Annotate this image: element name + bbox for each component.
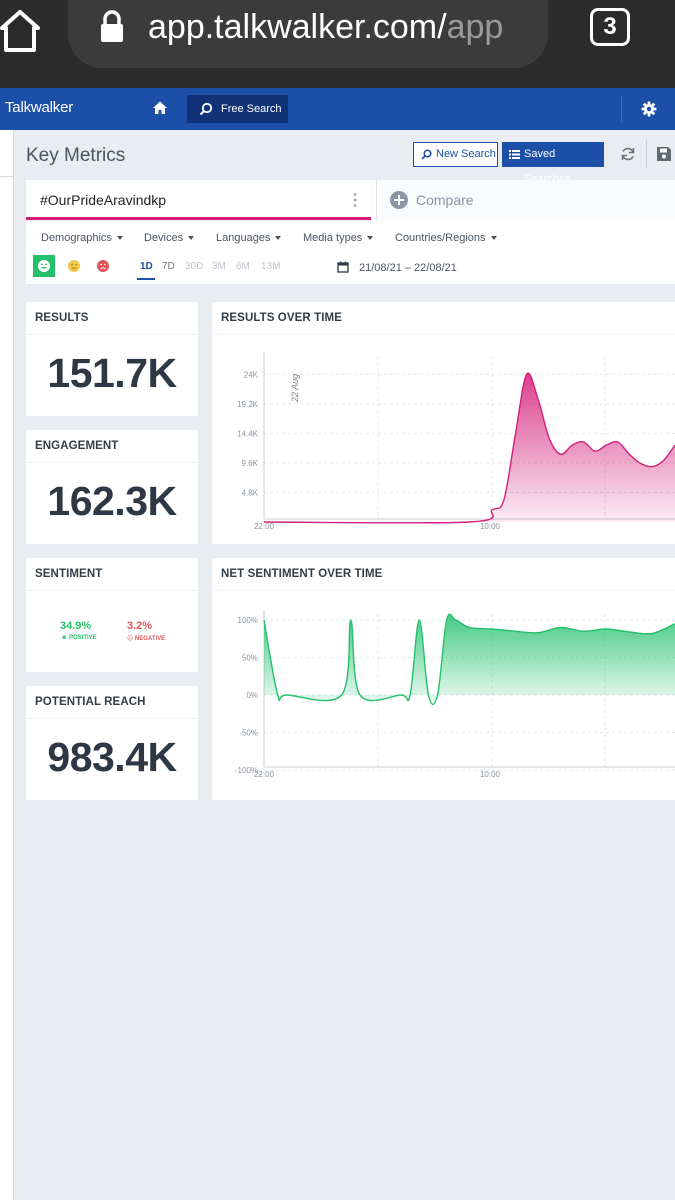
y-tick-label: 24K bbox=[244, 370, 259, 379]
y-tick-label: 0% bbox=[246, 691, 258, 700]
search-icon bbox=[199, 102, 213, 116]
results-over-time-card: RESULTS OVER TIME 4.8K 9.6K 14.4K 19.2K 24K 2… bbox=[212, 302, 675, 544]
left-nav-strip bbox=[0, 130, 14, 1200]
page-title: Key Metrics bbox=[26, 145, 126, 166]
net-sentiment-card: NET SENTIMENT OVER TIME 100% 50% 0% -50% -10… bbox=[212, 558, 675, 800]
x-tick-label: 22:00 bbox=[254, 770, 275, 779]
results-value: 151.7K bbox=[47, 350, 177, 396]
card-title: SENTIMENT bbox=[35, 568, 103, 580]
potential-reach-card: POTENTIAL REACH 983.4K bbox=[26, 686, 198, 800]
y-tick-label: 19.2K bbox=[237, 400, 259, 409]
tab-switcher-button[interactable]: 3 bbox=[590, 8, 630, 46]
toolbar-divider bbox=[646, 140, 647, 168]
y-tick-label: 50% bbox=[242, 654, 258, 663]
gear-icon[interactable] bbox=[641, 101, 657, 117]
new-search-label: New Search bbox=[436, 148, 496, 160]
sad-face-icon bbox=[97, 260, 109, 272]
free-search-button[interactable]: Free Search bbox=[187, 95, 288, 123]
results-card: RESULTS 151.7K bbox=[26, 302, 198, 416]
x-tick-label: 10:00 bbox=[480, 770, 501, 779]
filter-languages[interactable]: Languages bbox=[216, 232, 282, 244]
positive-value: 34.9% bbox=[60, 620, 92, 632]
url-bar[interactable] bbox=[68, 0, 548, 68]
card-title: ENGAGEMENT bbox=[35, 440, 119, 452]
chart-title: RESULTS OVER TIME bbox=[221, 312, 342, 324]
brand-logo[interactable]: Talkwalker bbox=[5, 99, 74, 116]
smile-icon bbox=[38, 260, 50, 272]
y-tick-label: 9.6K bbox=[242, 459, 259, 468]
engagement-card: ENGAGEMENT 162.3K bbox=[26, 430, 198, 544]
caret-down-icon bbox=[188, 236, 195, 241]
range-30d[interactable]: 30D bbox=[185, 261, 204, 272]
x-tick-label: 22:00 bbox=[254, 522, 275, 531]
active-range-indicator bbox=[137, 278, 155, 280]
neutral-face-icon bbox=[68, 260, 80, 272]
sentiment-neutral-filter[interactable] bbox=[63, 255, 85, 277]
range-13m[interactable]: 13M bbox=[261, 261, 281, 272]
potential-reach-value: 983.4K bbox=[47, 734, 177, 780]
sentiment-negative-filter[interactable] bbox=[92, 255, 114, 277]
caret-down-icon bbox=[116, 236, 123, 241]
range-1d[interactable]: 1D bbox=[140, 261, 153, 272]
compare-button[interactable]: Compare bbox=[376, 180, 675, 220]
caret-down-icon bbox=[275, 236, 282, 241]
range-6m[interactable]: 6M bbox=[236, 261, 250, 272]
search-icon bbox=[421, 149, 432, 160]
y-tick-label: 100% bbox=[238, 616, 258, 625]
filter-devices[interactable]: Devices bbox=[144, 232, 195, 244]
y-tick-label: 14.4K bbox=[237, 429, 259, 438]
app-header: Talkwalker Free Search bbox=[0, 88, 675, 130]
card-title: RESULTS bbox=[35, 312, 89, 324]
x-tick-label: 10:00 bbox=[480, 522, 501, 531]
header-divider bbox=[621, 96, 622, 122]
net-sentiment-chart[interactable]: 100% 50% 0% -50% -100%22:00 10:00 bbox=[212, 592, 675, 800]
range-7d[interactable]: 7D bbox=[162, 261, 175, 272]
free-search-label: Free Search bbox=[221, 103, 282, 115]
area-fill bbox=[264, 373, 675, 523]
series-line bbox=[263, 613, 675, 706]
compare-label: Compare bbox=[416, 192, 474, 208]
query-input[interactable]: #OurPrideAravindkp bbox=[26, 180, 371, 220]
query-panel: #OurPrideAravindkp Compare Demographics … bbox=[26, 180, 675, 284]
card-title: POTENTIAL REACH bbox=[35, 696, 146, 708]
y-tick-label: -100% bbox=[235, 766, 258, 775]
area-fill bbox=[264, 614, 675, 705]
save-icon[interactable] bbox=[656, 146, 672, 162]
date-range-picker[interactable]: 21/08/21 – 22/08/21 bbox=[359, 262, 457, 274]
home-nav-icon[interactable] bbox=[152, 100, 168, 116]
engagement-value: 162.3K bbox=[47, 478, 177, 524]
calendar-icon[interactable] bbox=[337, 261, 349, 273]
list-icon bbox=[509, 150, 520, 159]
positive-label: ☻ POSITIVE bbox=[61, 635, 97, 641]
series-line bbox=[263, 372, 675, 524]
query-text: #OurPrideAravindkp bbox=[40, 192, 167, 208]
range-3m[interactable]: 3M bbox=[212, 261, 226, 272]
kebab-menu-icon[interactable] bbox=[353, 192, 357, 208]
negative-value: 3.2% bbox=[127, 620, 153, 632]
sentiment-card: SENTIMENT 34.9% ☻ POSITIVE 3.2% ☹ NEGATI… bbox=[26, 558, 198, 672]
saved-searches-button[interactable]: Saved Searches bbox=[502, 142, 604, 185]
filter-media-types[interactable]: Media types bbox=[303, 232, 374, 244]
chart-title: NET SENTIMENT OVER TIME bbox=[221, 568, 383, 580]
url-text[interactable]: app.talkwalker.com/app bbox=[148, 8, 504, 46]
filter-countries-regions[interactable]: Countries/Regions bbox=[395, 232, 497, 244]
caret-down-icon bbox=[490, 236, 497, 241]
caret-down-icon bbox=[367, 236, 374, 241]
add-circle-icon bbox=[390, 191, 408, 209]
y-tick-label: 4.8K bbox=[242, 488, 259, 497]
refresh-icon[interactable] bbox=[620, 146, 636, 162]
results-over-time-chart[interactable]: 4.8K 9.6K 14.4K 19.2K 24K 22:00 10:00 22 Aug bbox=[212, 336, 675, 544]
date-annotation: 22 Aug bbox=[290, 374, 300, 403]
filter-demographics[interactable]: Demographics bbox=[41, 232, 123, 244]
browser-bar: app.talkwalker.com/app 3 bbox=[0, 0, 675, 88]
lock-icon bbox=[101, 10, 123, 42]
y-tick-label: -50% bbox=[239, 729, 258, 738]
sentiment-positive-filter[interactable] bbox=[33, 255, 55, 277]
new-search-button[interactable]: New Search bbox=[413, 142, 498, 167]
negative-label: ☹ NEGATIVE bbox=[127, 636, 166, 642]
home-icon[interactable] bbox=[0, 8, 40, 52]
